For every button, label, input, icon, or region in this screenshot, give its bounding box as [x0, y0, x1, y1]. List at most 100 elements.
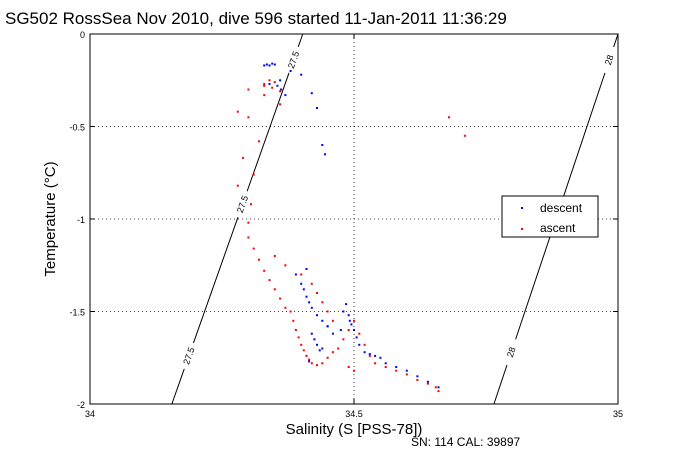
descent-point	[273, 63, 276, 66]
ascent-point	[316, 292, 318, 294]
ascent-point	[437, 390, 440, 393]
descent-point	[308, 301, 311, 304]
descent-point	[305, 268, 308, 270]
ascent-point	[263, 269, 266, 272]
legend-marker-ascent	[521, 228, 523, 230]
ascent-point	[273, 255, 276, 257]
ascent-point	[258, 140, 260, 143]
ascent-point	[268, 79, 271, 82]
ascent-point	[331, 351, 334, 354]
descent-point	[321, 144, 324, 146]
y-tick-label: -1	[77, 215, 85, 225]
descent-point	[321, 347, 324, 350]
isopycnal-line	[613, 33, 619, 48]
isopycnal-label: 28	[603, 54, 616, 67]
ascent-point	[310, 362, 313, 365]
descent-point	[268, 83, 271, 85]
ascent-point	[300, 273, 303, 276]
descent-point	[294, 273, 297, 276]
x-tick-label: 34	[85, 409, 95, 419]
x-tick-label: 34.5	[345, 409, 363, 419]
descent-point	[379, 356, 382, 359]
ascent-point	[434, 386, 437, 389]
ascent-point	[342, 338, 345, 341]
ascent-point	[384, 366, 387, 368]
legend-label-ascent: ascent	[540, 221, 576, 235]
descent-point	[331, 332, 334, 335]
ascent-point	[284, 264, 287, 267]
ascent-point	[258, 258, 260, 261]
isopycnal-line	[493, 364, 508, 405]
descent-point	[279, 79, 282, 82]
descent-point	[368, 353, 371, 356]
x-axis-label: Salinity (S [PSS-78])	[286, 421, 423, 438]
y-tick-label: -1.5	[69, 308, 85, 318]
ascent-point	[363, 343, 366, 346]
ascent-point	[236, 184, 239, 187]
ascent-point	[247, 221, 250, 224]
ascent-point	[300, 343, 303, 346]
ascent-point	[297, 336, 300, 339]
footer-text: SN: 114 CAL: 39897	[411, 435, 521, 449]
isopycnal-label: 28	[505, 346, 518, 359]
ascent-point	[250, 203, 252, 206]
ascent-point	[337, 347, 340, 350]
descent-point	[310, 332, 313, 335]
descent-point	[384, 362, 387, 365]
ascent-point	[463, 134, 466, 137]
ascent-point	[284, 306, 287, 309]
descent-point	[316, 314, 318, 317]
ascent-point	[395, 369, 398, 372]
descent-point	[300, 282, 303, 285]
ascent-point	[326, 310, 329, 313]
ascent-point	[448, 116, 450, 119]
x-tick-label: 35	[613, 409, 623, 419]
y-tick-label: 0	[80, 30, 85, 40]
isopycnal-line	[171, 368, 185, 405]
descent-point	[358, 343, 361, 346]
ascent-point	[347, 366, 350, 368]
descent-point	[437, 386, 440, 389]
ascent-point	[292, 319, 295, 322]
ascent-point	[279, 103, 282, 106]
ascent-point	[358, 332, 361, 335]
ascent-point	[326, 356, 329, 359]
descent-point	[310, 92, 313, 95]
ascent-point	[310, 282, 313, 285]
ascent-point	[263, 83, 266, 85]
y-tick-label: -2	[77, 400, 85, 410]
descent-point	[302, 288, 305, 291]
descent-point	[310, 306, 313, 309]
descent-point	[289, 70, 292, 72]
ascent-point	[268, 279, 271, 282]
ascent-point	[331, 319, 334, 322]
descent-point	[374, 354, 377, 357]
ascent-point	[247, 88, 250, 91]
ascent-point	[263, 94, 266, 97]
y-tick-label: -0.5	[69, 123, 85, 133]
isopycnal-line	[246, 72, 290, 192]
ascent-point	[247, 236, 250, 239]
descent-point	[316, 343, 318, 346]
chart-title: SG502 RossSea Nov 2010, dive 596 started…	[5, 9, 507, 28]
descent-point	[353, 329, 355, 331]
descent-point	[265, 63, 268, 66]
descent-point	[347, 314, 350, 317]
legend-label-descent: descent	[540, 201, 583, 215]
descent-point	[345, 303, 348, 306]
ascent-point	[353, 319, 355, 322]
legend-marker-descent	[521, 207, 523, 209]
descent-point	[318, 349, 321, 352]
descent-point	[300, 73, 303, 76]
ascent-point	[273, 81, 276, 84]
descent-point	[276, 84, 279, 87]
ascent-point	[316, 364, 318, 367]
ascent-point	[416, 379, 419, 381]
descent-point	[268, 64, 271, 67]
descent-point	[263, 64, 266, 67]
ascent-point	[405, 373, 408, 376]
descent-point	[326, 325, 329, 328]
descent-point	[324, 153, 326, 156]
ascent-point	[247, 116, 250, 119]
